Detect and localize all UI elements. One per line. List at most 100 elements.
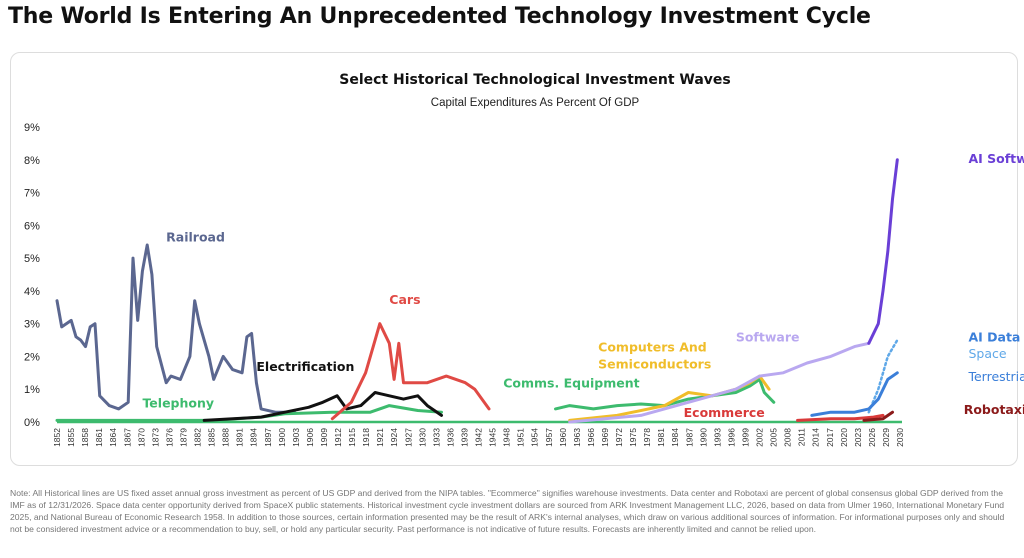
x-tick-label: 1930 bbox=[417, 428, 427, 447]
footnote: Note: All Historical lines are US fixed … bbox=[10, 488, 1005, 534]
x-tick-label: 1948 bbox=[502, 428, 512, 447]
x-tick-label: 1903 bbox=[291, 428, 301, 447]
series-line-robotaxis bbox=[862, 410, 894, 422]
x-tick-label: 1900 bbox=[277, 428, 287, 447]
x-tick-label: 1945 bbox=[488, 428, 498, 447]
x-tick-label: 1969 bbox=[600, 428, 610, 447]
x-tick-label: 1876 bbox=[164, 428, 174, 447]
series-line-cars bbox=[330, 322, 491, 421]
x-tick-label: 1975 bbox=[628, 428, 638, 447]
x-tick-label: 1852 bbox=[52, 428, 62, 447]
series-label: Electrification bbox=[256, 359, 354, 374]
x-tick-label: 1897 bbox=[263, 428, 273, 447]
y-tick-label: 7% bbox=[24, 188, 40, 200]
y-tick-label: 0% bbox=[24, 417, 40, 429]
x-tick-label: 1963 bbox=[572, 428, 582, 447]
x-tick-label: 1873 bbox=[150, 428, 160, 447]
series-line-ai-software bbox=[867, 158, 899, 345]
x-tick-label: 1987 bbox=[684, 428, 694, 447]
y-tick-label: 3% bbox=[24, 319, 40, 331]
series-line-electrification bbox=[202, 391, 443, 422]
x-tick-label: 2030 bbox=[895, 428, 905, 447]
x-tick-label: 1924 bbox=[389, 428, 399, 447]
y-tick-label: 5% bbox=[24, 253, 40, 265]
x-tick-label: 1918 bbox=[361, 428, 371, 447]
series-label: Comms. Equipment bbox=[503, 376, 639, 391]
series-label: AI Data Centers bbox=[968, 330, 1024, 345]
x-tick-label: 1858 bbox=[80, 428, 90, 447]
series-line-software bbox=[568, 341, 871, 424]
x-tick-label: 1957 bbox=[544, 428, 554, 447]
x-tick-label: 1870 bbox=[136, 428, 146, 447]
x-tick-label: 1999 bbox=[740, 428, 750, 447]
x-tick-label: 2002 bbox=[755, 428, 765, 447]
y-tick-label: 1% bbox=[24, 384, 40, 396]
y-tick-label: 8% bbox=[24, 155, 40, 167]
series-label: Terrestrial bbox=[967, 369, 1024, 384]
x-tick-label: 2023 bbox=[853, 428, 863, 447]
series-line-comms-equipment bbox=[554, 377, 776, 411]
x-tick-label: 1879 bbox=[178, 428, 188, 447]
chart-panel bbox=[10, 52, 1018, 466]
x-tick-label: 1861 bbox=[94, 428, 104, 447]
y-tick-label: 2% bbox=[24, 351, 40, 363]
series-label: AI Software bbox=[968, 151, 1024, 166]
x-tick-label: 1906 bbox=[305, 428, 315, 447]
x-tick-label: 1867 bbox=[122, 428, 132, 447]
x-tick-label: 2017 bbox=[825, 428, 835, 447]
series-label: Railroad bbox=[166, 230, 225, 245]
x-tick-label: 1855 bbox=[66, 428, 76, 447]
x-tick-label: 1894 bbox=[249, 428, 259, 447]
y-tick-label: 4% bbox=[24, 286, 40, 298]
series-line-ecommerce bbox=[796, 413, 885, 422]
series-label: Semiconductors bbox=[598, 357, 711, 372]
x-tick-label: 1993 bbox=[712, 428, 722, 447]
series-label: Telephony bbox=[142, 395, 214, 410]
x-tick-label: 1951 bbox=[516, 428, 526, 447]
chart: Select Historical Technological Investme… bbox=[24, 72, 1024, 447]
x-tick-label: 1912 bbox=[333, 428, 343, 447]
x-tick-label: 1882 bbox=[193, 428, 203, 447]
x-tick-label: 1978 bbox=[642, 428, 652, 447]
chart-subtitle: Capital Expenditures As Percent Of GDP bbox=[431, 97, 640, 109]
x-tick-label: 1996 bbox=[726, 428, 736, 447]
series-line-railroad bbox=[55, 243, 296, 414]
x-tick-label: 1927 bbox=[403, 428, 413, 447]
y-tick-label: 6% bbox=[24, 220, 40, 232]
series-label: Computers And bbox=[598, 340, 707, 355]
x-tick-label: 1939 bbox=[459, 428, 469, 447]
x-tick-label: 2029 bbox=[881, 428, 891, 447]
x-tick-label: 2014 bbox=[811, 428, 821, 447]
series-line-space bbox=[867, 338, 899, 414]
x-tick-label: 1864 bbox=[108, 428, 118, 447]
x-tick-label: 2011 bbox=[797, 428, 807, 447]
chart-title: Select Historical Technological Investme… bbox=[339, 72, 731, 88]
y-tick-label: 9% bbox=[24, 122, 40, 134]
x-tick-label: 1966 bbox=[586, 428, 596, 447]
x-tick-label: 1888 bbox=[221, 428, 231, 447]
x-tick-label: 1933 bbox=[431, 428, 441, 447]
x-tick-label: 2026 bbox=[867, 428, 877, 447]
series-line-terrestrial bbox=[810, 371, 899, 417]
x-tick-label: 1915 bbox=[347, 428, 357, 447]
series-label: Space bbox=[968, 346, 1006, 361]
series-label: Robotaxis bbox=[964, 402, 1024, 417]
x-tick-label: 1909 bbox=[319, 428, 329, 447]
x-tick-label: 2005 bbox=[769, 428, 779, 447]
x-tick-label: 2020 bbox=[839, 428, 849, 447]
x-tick-label: 1960 bbox=[558, 428, 568, 447]
headline: The World Is Entering An Unprecedented T… bbox=[8, 4, 871, 29]
x-tick-label: 2008 bbox=[783, 428, 793, 447]
series-label: Software bbox=[736, 330, 800, 345]
x-tick-label: 1921 bbox=[375, 428, 385, 447]
x-tick-label: 1990 bbox=[698, 428, 708, 447]
x-tick-label: 1984 bbox=[670, 428, 680, 447]
x-tick-label: 1981 bbox=[656, 428, 666, 447]
x-tick-label: 1936 bbox=[445, 428, 455, 447]
x-tick-label: 1885 bbox=[207, 428, 217, 447]
x-tick-label: 1942 bbox=[474, 428, 484, 447]
x-tick-label: 1972 bbox=[614, 428, 624, 447]
series-label: Ecommerce bbox=[684, 405, 765, 420]
x-tick-label: 1891 bbox=[235, 428, 245, 447]
series-label: Cars bbox=[389, 292, 420, 307]
